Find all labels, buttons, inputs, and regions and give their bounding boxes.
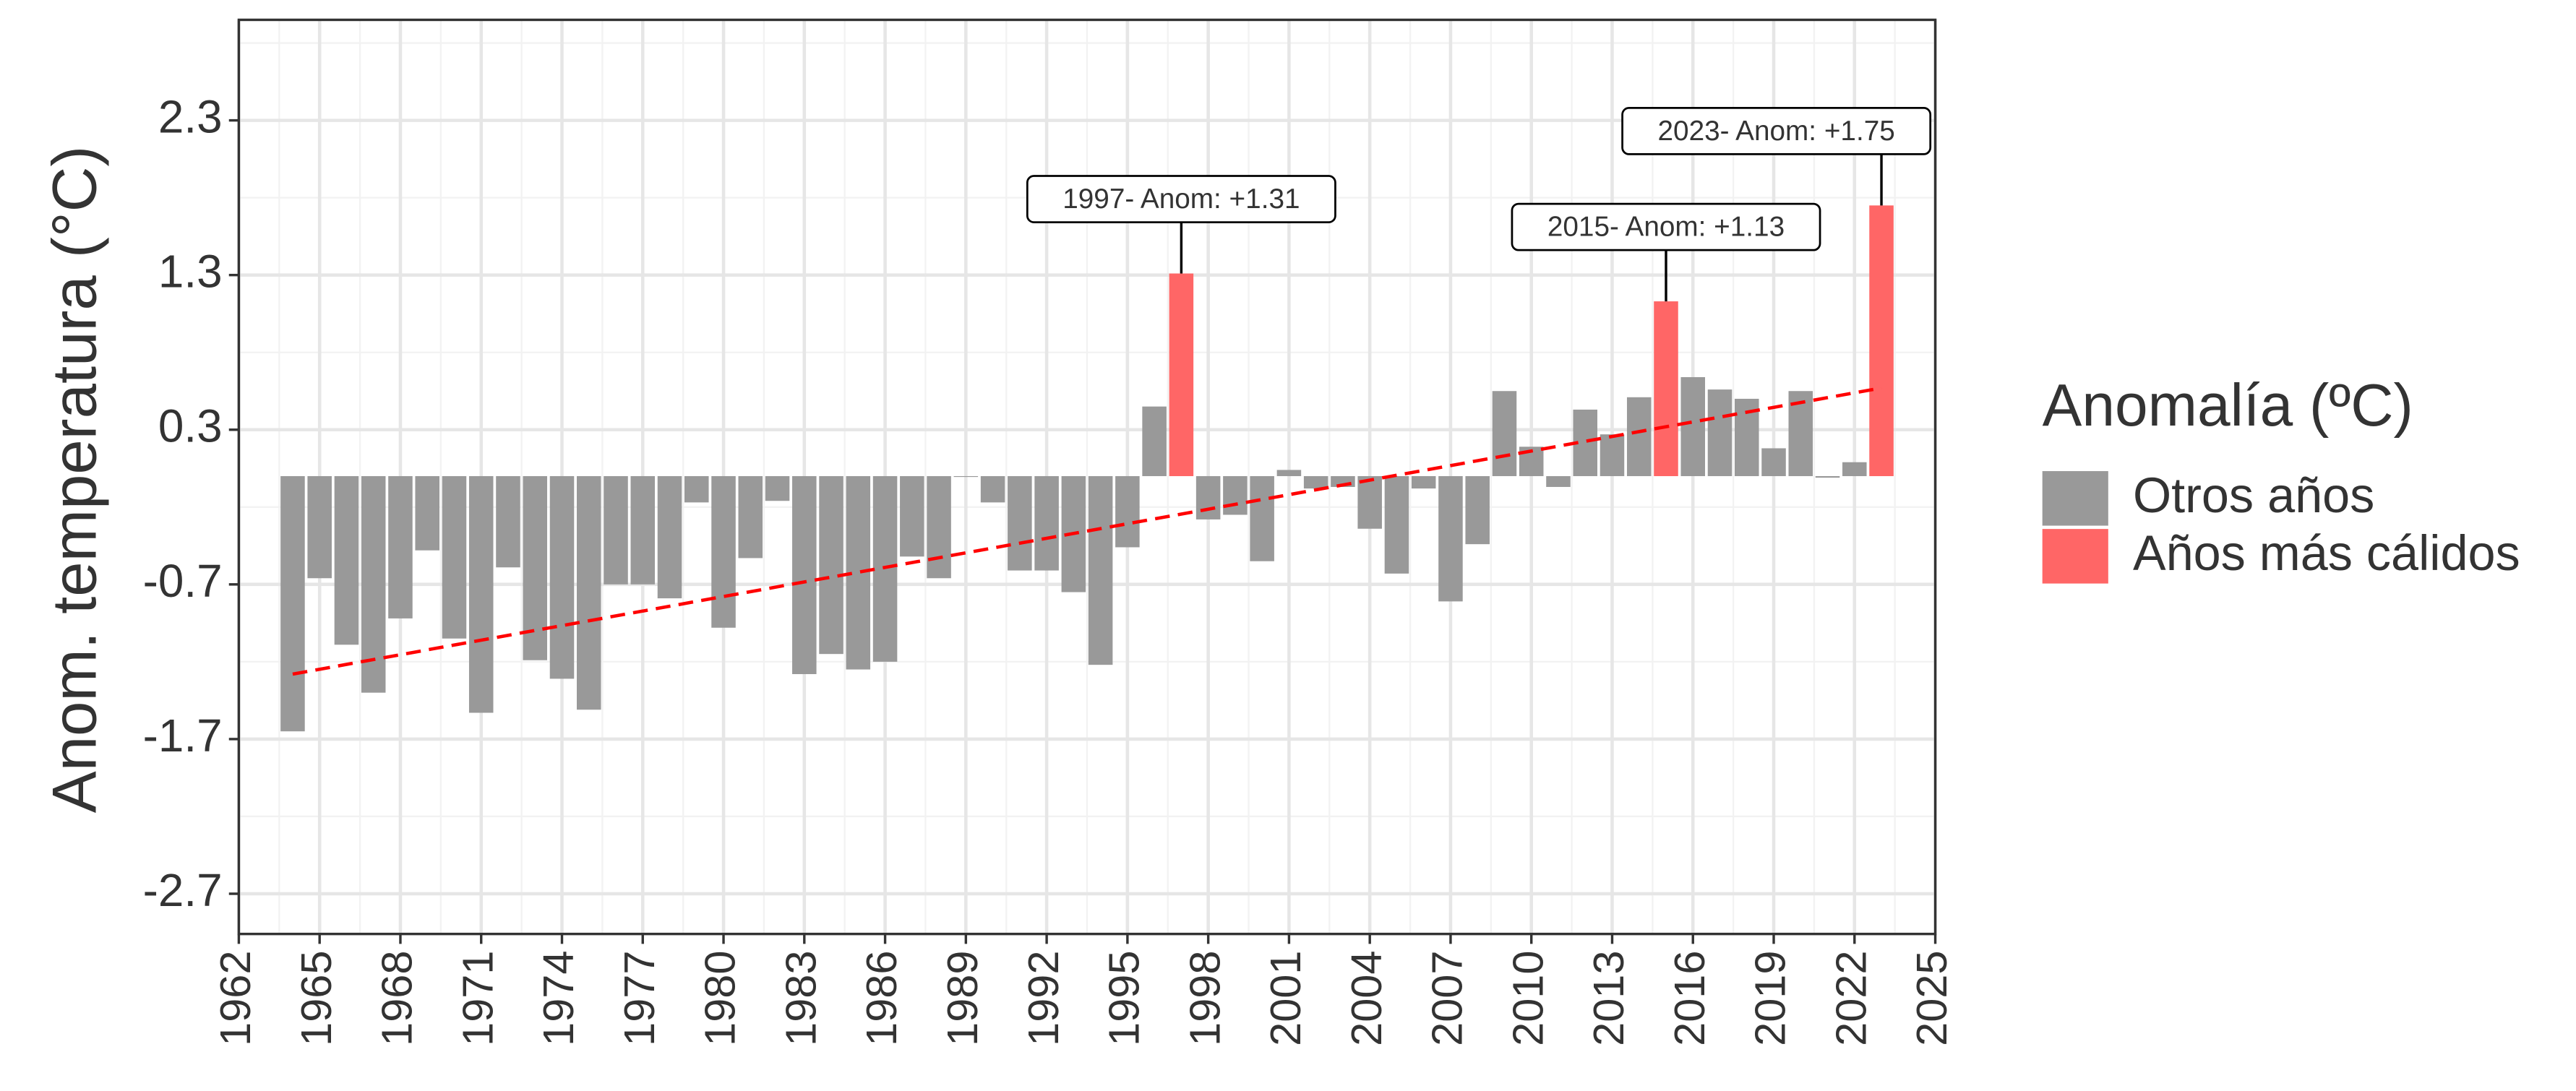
bar (1546, 475, 1571, 487)
x-tick-label: 2007 (1423, 951, 1472, 1046)
x-tick-label: 2025 (1907, 951, 1956, 1046)
annotation: 2015- Anom: +1.13 (1511, 202, 1821, 302)
bar (792, 475, 817, 675)
bar (1411, 475, 1436, 489)
bar (388, 475, 413, 618)
bar (1654, 301, 1678, 476)
bar (1357, 475, 1382, 529)
bar (711, 475, 736, 628)
bar (1384, 475, 1409, 574)
bar (1438, 475, 1463, 602)
bar (280, 475, 305, 732)
bar (1600, 434, 1625, 476)
x-tick-label: 1992 (1019, 951, 1068, 1046)
bar (657, 475, 682, 599)
legend-label: Años más cálidos (2133, 525, 2520, 581)
bar (549, 475, 575, 679)
x-tick-label: 2019 (1746, 951, 1795, 1046)
bar (468, 475, 494, 713)
x-tick-label: 2010 (1503, 951, 1552, 1046)
bar (1195, 475, 1221, 519)
bar (1465, 475, 1490, 545)
bar (361, 475, 386, 693)
legend-label: Otros años (2133, 467, 2374, 523)
bar (684, 475, 709, 503)
y-tick-label: 0.3 (158, 400, 223, 452)
bar (1680, 376, 1706, 476)
bar (1707, 389, 1733, 476)
bar (980, 475, 1005, 503)
x-tick-label: 2001 (1261, 951, 1310, 1046)
legend-key (2042, 471, 2108, 526)
annotation: 2023- Anom: +1.75 (1621, 106, 1932, 206)
annotation-box (1621, 106, 1932, 155)
bar (1142, 406, 1167, 476)
bar (819, 475, 843, 655)
bar (1115, 475, 1140, 548)
bar (442, 475, 467, 639)
bar (1761, 448, 1786, 476)
bar (576, 475, 601, 710)
bar (765, 475, 790, 501)
x-tick-label: 2022 (1827, 951, 1876, 1046)
x-tick-label: 2016 (1665, 951, 1714, 1046)
bar (1303, 475, 1328, 489)
y-tick-label: -0.7 (143, 555, 223, 607)
bar (1842, 462, 1867, 476)
annotation-text: 1997- Anom: +1.31 (1062, 184, 1300, 215)
bar (334, 475, 359, 645)
trend-line (292, 386, 1882, 676)
bar (927, 475, 951, 579)
bar (496, 475, 520, 568)
x-tick-label: 1995 (1100, 951, 1149, 1046)
bar (1034, 475, 1059, 571)
bar (1815, 475, 1840, 478)
y-tick-label: -2.7 (143, 864, 223, 916)
x-tick-label: 1986 (857, 951, 906, 1046)
x-tick-label: 1968 (373, 951, 421, 1046)
bar (1250, 475, 1274, 561)
x-tick-label: 1974 (534, 951, 583, 1046)
bar (738, 475, 763, 559)
y-axis-title: Anom. temperatura (°C) (39, 146, 109, 814)
bar (1008, 475, 1032, 571)
bar (307, 475, 332, 579)
bar (1626, 397, 1652, 476)
bar (1492, 391, 1517, 476)
x-tick-label: 1977 (615, 951, 664, 1046)
annotation-box (1511, 202, 1821, 251)
annotation: 1997- Anom: +1.31 (1026, 175, 1336, 274)
x-tick-label: 2004 (1342, 951, 1391, 1046)
y-tick-label: -1.7 (143, 710, 223, 762)
bar (415, 475, 439, 551)
annotation-text: 2023- Anom: +1.75 (1658, 116, 1895, 147)
x-tick-label: 1962 (211, 951, 259, 1046)
bar (900, 475, 924, 557)
x-tick-label: 1998 (1180, 951, 1229, 1046)
bar (1223, 475, 1248, 515)
x-tick-label: 1983 (777, 951, 825, 1046)
x-tick-label: 1980 (696, 951, 744, 1046)
annotation-box (1026, 175, 1336, 223)
legend-key (2042, 529, 2108, 584)
panel-border (237, 18, 1937, 936)
y-tick-label: 2.3 (158, 90, 223, 142)
legend-title: Anomalía (ºC) (2043, 373, 2413, 439)
bar (1088, 475, 1113, 665)
x-tick-label: 1965 (292, 951, 340, 1046)
annotation-text: 2015- Anom: +1.13 (1547, 212, 1785, 243)
x-tick-label: 2013 (1584, 951, 1633, 1046)
bar (953, 475, 979, 478)
x-tick-label: 1971 (453, 951, 502, 1046)
bar (1869, 205, 1894, 476)
bar (1169, 273, 1194, 476)
bar (1276, 470, 1302, 476)
y-tick-label: 1.3 (158, 245, 223, 297)
bar (604, 475, 628, 585)
x-tick-label: 1989 (938, 951, 987, 1046)
bar (630, 475, 656, 585)
